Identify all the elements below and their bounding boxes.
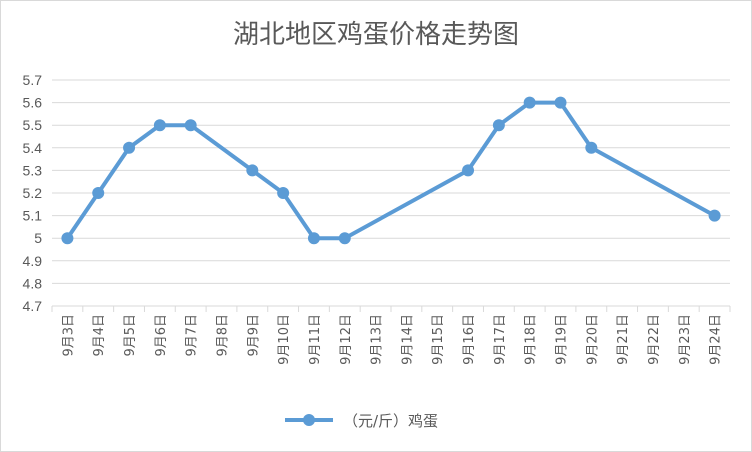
data-point [492, 119, 505, 132]
data-point [585, 141, 598, 154]
x-tick-label: 9月8日 [216, 314, 231, 357]
x-tick-label: 9月22日 [647, 314, 662, 365]
data-point [153, 119, 166, 132]
x-tick-label: 9月6日 [154, 314, 169, 357]
x-tick-label: 9月17日 [493, 314, 508, 365]
legend: （元/斤）鸡蛋 [285, 408, 438, 432]
y-axis-ticks: 4.7 4.8 4.9 5 5.1 5.2 5.3 5.4 5.5 5.6 5.7 [23, 72, 43, 314]
data-point [708, 209, 721, 222]
x-tick-label: 9月20日 [585, 314, 600, 365]
data-point [184, 119, 197, 132]
x-axis-ticks: 9月3日 9月4日 9月5日 9月6日 9月7日 9月8日 9月9日 9月10日 9月11日 9月… [61, 314, 723, 365]
x-tick-label: 9月13日 [370, 314, 385, 365]
x-axis [51, 305, 731, 312]
data-point [92, 187, 105, 199]
y-tick-label: 5.7 [23, 72, 43, 88]
chart-title: 湖北地区鸡蛋价格走势图 [232, 20, 519, 50]
data-point [307, 232, 320, 245]
data-point [277, 187, 290, 199]
x-tick-label: 9月10日 [277, 314, 292, 365]
y-tick-label: 4.9 [23, 253, 43, 269]
data-point [462, 164, 475, 177]
x-tick-label: 9月23日 [678, 314, 693, 365]
legend-marker [303, 414, 315, 426]
legend-swatch [285, 408, 333, 432]
y-tick-label: 5.3 [23, 162, 43, 178]
x-tick-label: 9月5日 [123, 314, 138, 357]
data-point [554, 96, 567, 109]
x-tick-label: 9月3日 [61, 314, 76, 357]
data-point [61, 232, 74, 245]
data-point [523, 96, 536, 109]
y-tick-label: 5.5 [23, 117, 43, 133]
series-layer [61, 96, 721, 245]
x-tick-label: 9月4日 [92, 314, 107, 357]
y-tick-label: 5.4 [23, 140, 43, 156]
x-tick-label: 9月11日 [308, 314, 323, 365]
x-tick-label: 9月12日 [339, 314, 354, 365]
x-tick-label: 9月24日 [709, 314, 724, 365]
x-tick-label: 9月14日 [400, 314, 415, 365]
data-point [246, 164, 259, 177]
data-point [123, 141, 136, 154]
x-tick-label: 9月9日 [246, 314, 261, 357]
x-tick-label: 9月19日 [555, 314, 570, 365]
y-tick-label: 5.2 [23, 185, 43, 201]
gridlines [52, 79, 730, 307]
legend-label: （元/斤）鸡蛋 [343, 411, 439, 430]
x-tick-label: 9月18日 [524, 314, 539, 365]
y-tick-label: 4.7 [23, 298, 43, 314]
y-tick-label: 5.6 [23, 95, 43, 111]
y-tick-label: 4.8 [23, 275, 43, 291]
x-tick-label: 9月7日 [185, 314, 200, 357]
y-tick-label: 5.1 [23, 208, 43, 224]
data-point [338, 232, 351, 245]
x-tick-label: 9月16日 [462, 314, 477, 365]
x-tick-label: 9月15日 [431, 314, 446, 365]
y-tick-label: 5 [34, 230, 42, 246]
x-tick-label: 9月21日 [616, 314, 631, 365]
